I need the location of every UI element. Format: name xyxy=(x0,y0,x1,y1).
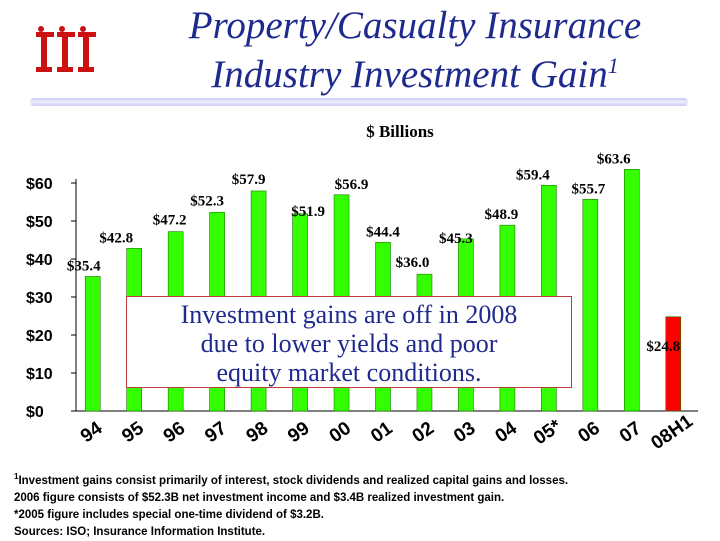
y-tick-label: $60 xyxy=(26,176,53,193)
bar-value-label: $48.9 xyxy=(485,207,519,223)
footnote-1: 1Investment gains consist primarily of i… xyxy=(14,468,714,490)
bar-value-label: $35.4 xyxy=(67,258,101,274)
footnote-1-text: Investment gains consist primarily of in… xyxy=(18,474,569,487)
x-tick-label: 94 xyxy=(77,418,107,448)
bar-value-label: $24.8 xyxy=(646,339,680,355)
x-tick-label: 98 xyxy=(243,418,272,447)
bar-value-label: $52.3 xyxy=(190,193,224,209)
y-tick-label: $30 xyxy=(26,290,53,307)
footnote-1-mark: 1 xyxy=(14,472,19,481)
bar xyxy=(84,276,101,412)
callout-box: Investment gains are off in 2008 due to … xyxy=(126,296,572,388)
bar-value-label: $47.2 xyxy=(153,213,187,229)
x-tick-label: 07 xyxy=(616,418,645,447)
x-tick-label: 06 xyxy=(574,418,603,447)
x-tick-label: 08H1 xyxy=(647,411,697,455)
bar-value-label: $63.6 xyxy=(597,151,631,167)
title-line-2: Industry Investment Gain1 xyxy=(120,46,710,95)
page-title: Property/Casualty Insurance Industry Inv… xyxy=(120,6,710,95)
footnotes: 1Investment gains consist primarily of i… xyxy=(14,468,714,541)
x-tick-label: 97 xyxy=(201,418,230,447)
bar-value-label: $45.3 xyxy=(439,231,473,247)
x-tick-label: 95 xyxy=(118,418,148,448)
y-tick-label: $0 xyxy=(26,404,44,421)
bar-chart: $0 $10 $20 $30 $40 $50 $60 $35.4 94 $42.8 95 $47.2 9… xyxy=(26,151,698,455)
title-divider xyxy=(30,98,688,106)
title-footnote-mark: 1 xyxy=(607,53,619,78)
bar xyxy=(665,316,682,412)
y-tick-label: $40 xyxy=(26,252,53,269)
bar-value-label: $55.7 xyxy=(571,181,605,197)
title-line-2-text: Industry Investment Gain xyxy=(211,53,608,96)
title-line-1: Property/Casualty Insurance xyxy=(188,4,642,47)
x-tick-label: 03 xyxy=(450,418,479,447)
bar-value-label: $59.4 xyxy=(516,167,550,183)
y-tick-label: $50 xyxy=(26,214,53,231)
iii-logo-icon xyxy=(36,26,96,72)
bar-value-label: $36.0 xyxy=(396,255,430,271)
x-tick-label: 99 xyxy=(284,418,313,447)
bar-value-label: $51.9 xyxy=(291,204,325,220)
x-tick-label: 02 xyxy=(409,418,438,447)
x-tick-label: 00 xyxy=(326,418,355,447)
unit-label: $ Billions xyxy=(366,122,434,141)
y-tick-label: $20 xyxy=(26,328,53,345)
x-tick-label: 96 xyxy=(160,418,189,447)
bar-value-label: $56.9 xyxy=(335,177,369,193)
x-tick-label: 01 xyxy=(367,418,397,448)
bar xyxy=(623,169,640,412)
x-tick-label: 05* xyxy=(530,415,566,449)
bar-value-label: $57.9 xyxy=(232,172,266,188)
bar xyxy=(582,199,599,412)
footnote-2: 2006 figure consists of $52.3B net inves… xyxy=(14,491,505,504)
bar-value-label: $42.8 xyxy=(99,230,133,246)
bar-value-label: $44.4 xyxy=(366,224,400,240)
footnote-4: Sources: ISO; Insurance Information Inst… xyxy=(14,525,266,538)
footnote-3: *2005 figure includes special one-time d… xyxy=(14,508,324,521)
x-tick-label: 04 xyxy=(492,418,522,448)
y-tick-label: $10 xyxy=(26,366,53,383)
